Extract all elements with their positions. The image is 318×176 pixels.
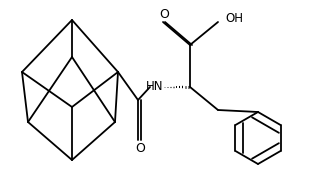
- Text: O: O: [135, 143, 145, 156]
- Text: O: O: [159, 8, 169, 20]
- Text: HN: HN: [146, 80, 164, 93]
- Text: OH: OH: [225, 11, 243, 24]
